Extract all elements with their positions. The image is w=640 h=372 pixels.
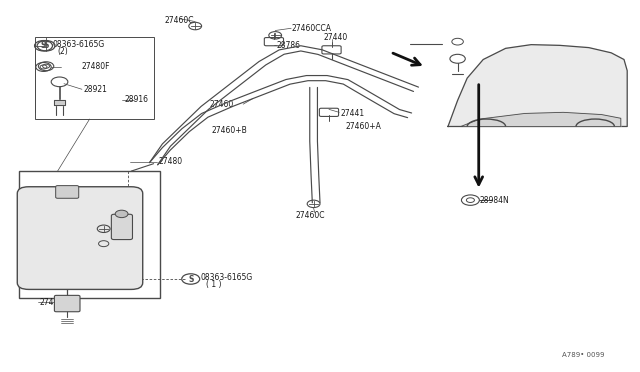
Text: S: S — [188, 275, 193, 283]
Text: 27441: 27441 — [340, 109, 365, 118]
Text: 28921M: 28921M — [95, 205, 125, 214]
Text: 28916: 28916 — [125, 95, 149, 104]
Text: A789• 0099: A789• 0099 — [563, 352, 605, 358]
Text: 28786: 28786 — [276, 41, 301, 50]
Text: 28984N: 28984N — [480, 196, 509, 205]
Text: ( 1 ): ( 1 ) — [206, 280, 221, 289]
FancyBboxPatch shape — [56, 186, 79, 198]
Text: 08363-6165G: 08363-6165G — [52, 40, 105, 49]
Text: (2): (2) — [58, 47, 68, 56]
Text: 27460CCA: 27460CCA — [292, 24, 332, 33]
Circle shape — [115, 210, 128, 218]
Text: 27485: 27485 — [101, 222, 125, 231]
Text: 27460+B: 27460+B — [211, 126, 247, 135]
Text: S: S — [41, 41, 46, 50]
Text: 27460C: 27460C — [296, 211, 325, 219]
Text: 27490: 27490 — [40, 298, 64, 307]
Text: 28921: 28921 — [83, 85, 107, 94]
Text: 27460C: 27460C — [164, 16, 194, 25]
Text: 08363-6165G: 08363-6165G — [201, 273, 253, 282]
Polygon shape — [461, 112, 621, 126]
Text: 27440: 27440 — [323, 33, 348, 42]
FancyBboxPatch shape — [111, 214, 132, 240]
FancyBboxPatch shape — [17, 187, 143, 289]
Text: 27460+A: 27460+A — [346, 122, 381, 131]
Polygon shape — [448, 45, 627, 126]
Text: 27460: 27460 — [210, 100, 234, 109]
Text: 27480F: 27480F — [81, 62, 110, 71]
FancyBboxPatch shape — [54, 295, 80, 312]
Text: S: S — [44, 41, 49, 50]
Text: 27480: 27480 — [159, 157, 183, 166]
